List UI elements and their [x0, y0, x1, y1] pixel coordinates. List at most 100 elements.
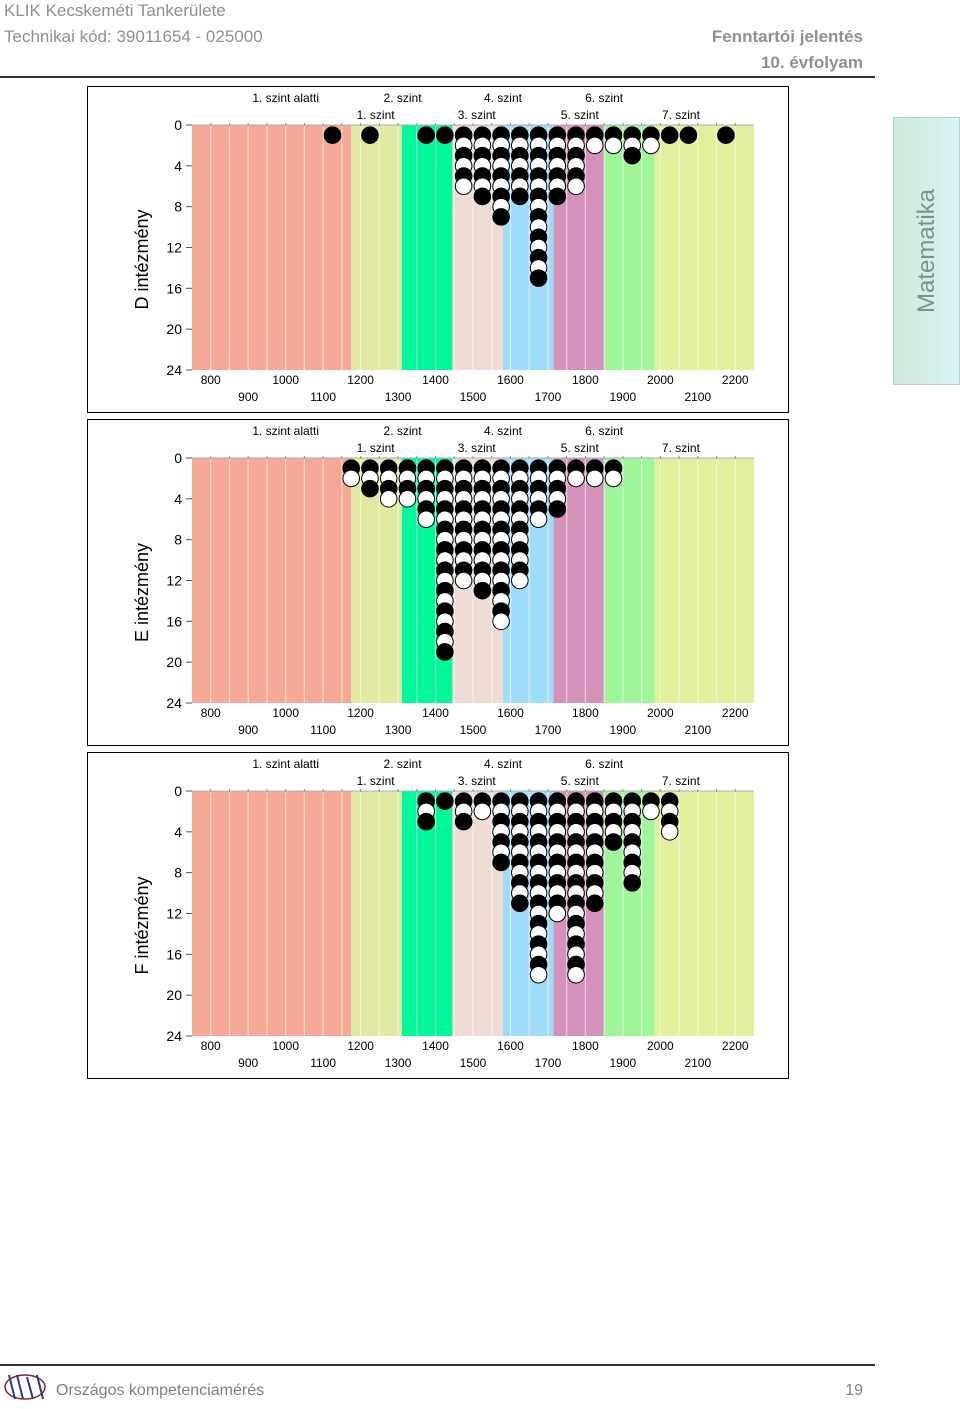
- level-label: 7. szint: [662, 441, 701, 455]
- x-tick-label: 1300: [385, 390, 412, 404]
- level-label: 1. szint alatti: [252, 424, 319, 438]
- student-dot-white: [548, 904, 567, 923]
- x-tick-label: 2200: [722, 1039, 749, 1053]
- student-dot-white: [492, 612, 510, 631]
- okm-logo: [4, 1374, 46, 1400]
- level-label: 6. szint: [585, 424, 624, 438]
- student-dot-black: [323, 126, 342, 145]
- level-label: 1. szint: [357, 774, 396, 788]
- x-tick-label: 1400: [422, 1039, 449, 1053]
- chart-f: 0 4 8 12 16 20 24 F intézmény 800 1000 1200 1400 160…: [132, 757, 754, 1070]
- level-label: 3. szint: [458, 774, 497, 788]
- y-tick-label: 16: [166, 946, 182, 962]
- student-dot-white: [642, 802, 660, 821]
- x-tick-label: 1400: [422, 373, 449, 387]
- y-tick-label: 16: [166, 280, 182, 296]
- student-dot-white: [529, 965, 548, 984]
- x-tick-label: 1800: [572, 1039, 599, 1053]
- y-tick-label: 0: [174, 117, 182, 133]
- x-tick-label: 800: [201, 1039, 221, 1053]
- student-dot-black: [436, 126, 454, 145]
- x-tick-label: 1500: [460, 1056, 487, 1070]
- header-code: Technikai kód: 39011654 - 025000: [4, 27, 263, 46]
- subject-tab-label: Matematika: [912, 188, 940, 314]
- y-tick-label: 4: [174, 491, 182, 507]
- chart-panel-e: 0 4 8 12 16 20 24 E intézmény 800 1000 1200 1400 160…: [87, 419, 789, 746]
- x-tick-label: 2100: [684, 390, 711, 404]
- chart-d: 0 4 8 12 16 20 24 D intézmény 800 1000 1200 1400 160…: [132, 91, 754, 404]
- student-dot-white: [511, 571, 529, 590]
- level-label: 2. szint: [384, 757, 423, 771]
- y-tick-label: 24: [166, 362, 182, 378]
- y-axis-title: D intézmény: [132, 209, 152, 309]
- student-dot-white: [585, 469, 604, 488]
- level-label: 1. szint: [357, 441, 396, 455]
- student-dot-black: [585, 894, 604, 913]
- student-dot-black: [529, 269, 548, 287]
- y-tick-label: 20: [166, 987, 182, 1003]
- y-tick-label: 8: [174, 532, 182, 548]
- x-tick-label: 1500: [460, 390, 487, 404]
- student-dot-black: [623, 874, 642, 892]
- y-tick-label: 8: [174, 865, 182, 881]
- level-band-8: [654, 458, 754, 703]
- x-tick-label: 900: [238, 723, 258, 737]
- level-band-1: [192, 458, 352, 703]
- chart-panel-d: 0 4 8 12 16 20 24 D intézmény 800 1000 1200 1400 160…: [87, 86, 789, 413]
- x-tick-label: 1200: [347, 373, 374, 387]
- student-dot-white: [567, 469, 585, 488]
- student-dot-black: [511, 894, 529, 913]
- level-band-1: [192, 125, 352, 370]
- x-tick-label: 1000: [272, 373, 299, 387]
- student-dot-white: [454, 571, 473, 590]
- y-tick-label: 4: [174, 824, 182, 840]
- level-label: 4. szint: [484, 91, 523, 105]
- x-tick-label: 2200: [722, 706, 749, 720]
- student-dot-white: [585, 136, 604, 155]
- subject-tab: Matematika: [893, 117, 960, 385]
- student-dot-black: [548, 500, 567, 518]
- y-tick-label: 0: [174, 450, 182, 466]
- student-dot-white: [604, 469, 623, 488]
- student-dot-black: [361, 126, 379, 145]
- student-dot-white: [417, 510, 435, 529]
- x-tick-label: 1700: [535, 723, 562, 737]
- student-dot-black: [436, 792, 454, 811]
- y-axis-title: F intézmény: [132, 876, 152, 974]
- level-band-3: [401, 791, 453, 1036]
- y-axis-title: E intézmény: [132, 543, 152, 642]
- student-dot-white: [473, 802, 492, 821]
- level-label: 1. szint alatti: [252, 91, 319, 105]
- x-tick-label: 2100: [684, 723, 711, 737]
- chart-e: 0 4 8 12 16 20 24 E intézmény 800 1000 1200 1400 160…: [132, 424, 754, 737]
- y-tick-label: 20: [166, 321, 182, 337]
- student-dot-black: [679, 126, 698, 145]
- y-tick-label: 0: [174, 783, 182, 799]
- x-tick-label: 1100: [310, 1056, 336, 1070]
- level-label: 3. szint: [458, 441, 497, 455]
- header-rule: [0, 76, 875, 78]
- level-band-3: [401, 125, 453, 370]
- x-tick-label: 1800: [572, 373, 599, 387]
- x-tick-label: 800: [201, 706, 221, 720]
- level-label: 4. szint: [484, 757, 523, 771]
- x-tick-label: 2100: [684, 1056, 711, 1070]
- student-dot-black: [454, 812, 473, 831]
- x-tick-label: 900: [238, 1056, 258, 1070]
- x-tick-label: 1900: [610, 1056, 637, 1070]
- student-dot-black: [511, 187, 529, 206]
- x-tick-label: 2000: [647, 706, 674, 720]
- student-dot-white: [642, 136, 660, 155]
- student-dot-black: [548, 187, 567, 206]
- x-tick-label: 800: [201, 373, 221, 387]
- level-label: 1. szint: [357, 108, 396, 122]
- x-tick-label: 1100: [310, 390, 336, 404]
- student-dot-white: [529, 510, 548, 529]
- student-dot-white: [604, 136, 623, 155]
- header-grade: 10. évfolyam: [760, 53, 863, 72]
- x-tick-label: 1100: [310, 723, 336, 737]
- student-dot-white: [660, 823, 679, 841]
- x-tick-label: 1400: [422, 706, 449, 720]
- student-dot-black: [492, 853, 510, 872]
- level-band-7: [604, 458, 655, 703]
